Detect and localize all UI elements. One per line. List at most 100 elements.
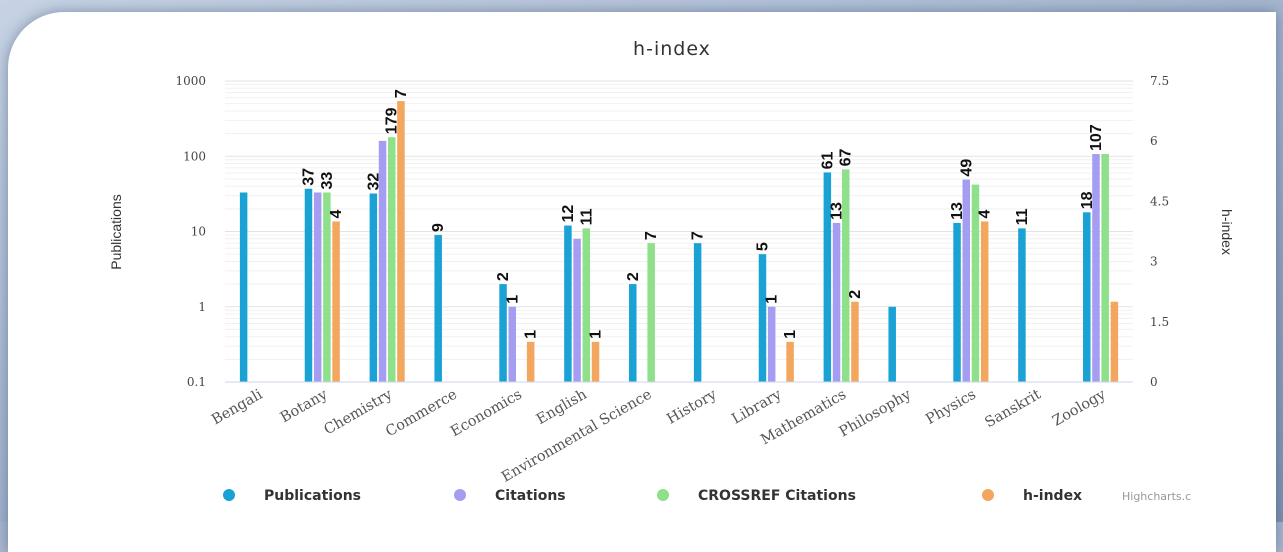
right-axis-title: h-index <box>1219 209 1235 255</box>
legend: Publications Citations CROSSREF Citations h… <box>223 488 1082 504</box>
data-label: 67 <box>838 148 855 166</box>
bar-publications <box>1083 212 1091 382</box>
left-tick-label: 1000 <box>175 74 206 88</box>
data-label: 1 <box>782 330 799 339</box>
category-label: Economics <box>448 387 525 441</box>
data-label: 107 <box>1088 124 1105 151</box>
bar-citations <box>573 238 581 382</box>
right-tick-label: 4.5 <box>1150 194 1169 208</box>
category-label: History <box>664 386 720 427</box>
bar-publications <box>564 225 572 382</box>
right-tick-label: 1.5 <box>1150 315 1169 329</box>
data-label: 7 <box>393 89 410 98</box>
chart-title: h-index <box>633 38 711 60</box>
legend-marker <box>982 489 994 501</box>
data-label: 9 <box>430 223 447 232</box>
grid-lines <box>225 80 1133 383</box>
bar-publications <box>693 243 702 382</box>
data-label: 2 <box>495 272 512 281</box>
bar-publications <box>499 284 507 382</box>
data-label: 11 <box>578 208 595 225</box>
bar-publications <box>953 222 961 382</box>
bar-publications <box>823 172 832 382</box>
category-label: Sanskrit <box>982 387 1043 432</box>
bar-h-index <box>591 341 600 382</box>
right-tick-label: 6 <box>1150 134 1158 148</box>
bar-crossref-citations <box>323 192 331 382</box>
data-label: 7 <box>690 231 707 240</box>
category-label: Botany <box>278 386 331 426</box>
data-label: 33 <box>319 172 336 190</box>
legend-item[interactable]: CROSSREF Citations <box>698 488 856 504</box>
right-axis-ticks: 0 1.5 3 4.5 6 7.5 <box>1150 74 1169 389</box>
data-label: 1 <box>523 330 540 339</box>
bar-h-index <box>851 301 859 382</box>
category-label: Bengali <box>209 386 266 428</box>
left-tick-label: 10 <box>191 225 206 239</box>
data-label: 7 <box>643 231 660 240</box>
category-label: Library <box>729 386 785 427</box>
left-tick-label: 1 <box>198 300 206 314</box>
legend-marker <box>657 489 669 501</box>
legend-marker <box>223 489 235 501</box>
bar-crossref-citations <box>582 228 591 382</box>
bar-publications <box>758 254 767 382</box>
bar-h-index <box>332 221 340 382</box>
category-label: English <box>534 387 590 428</box>
bar-publications <box>629 284 637 382</box>
left-axis-ticks: 0.1 1 10 100 1000 <box>175 74 206 389</box>
bar-citations <box>313 192 322 382</box>
left-tick-label: 0.1 <box>187 375 206 389</box>
category-label: Philosophy <box>837 386 915 440</box>
chart-card <box>8 12 1276 552</box>
data-label: 61 <box>819 152 836 170</box>
bar-h-index <box>397 101 405 383</box>
category-label: Physics <box>923 387 979 428</box>
data-label: 2 <box>847 290 864 299</box>
credits-text: Highcharts.c <box>1122 490 1191 503</box>
left-tick-label: 100 <box>183 149 206 163</box>
bar-publications <box>1018 228 1026 382</box>
legend-item[interactable]: Citations <box>495 488 566 504</box>
bar-h-index <box>526 341 535 382</box>
legend-item[interactable]: Publications <box>264 488 361 504</box>
bar-h-index <box>786 341 794 382</box>
bar-crossref-citations <box>971 184 980 382</box>
left-axis-title: Publications <box>108 194 124 270</box>
category-label: Zoology <box>1050 386 1109 429</box>
legend-marker <box>454 489 466 501</box>
data-label: 11 <box>1014 208 1031 225</box>
bar-crossref-citations <box>1101 154 1109 382</box>
data-label: 2 <box>625 272 642 281</box>
bar-publications <box>304 188 313 382</box>
data-label: 37 <box>300 168 317 186</box>
right-tick-label: 0 <box>1150 375 1158 389</box>
bar-publications <box>888 306 896 382</box>
bar-publications <box>369 193 378 382</box>
data-label: 13 <box>949 202 966 220</box>
data-label: 5 <box>754 242 771 251</box>
bar-crossref-citations <box>841 169 850 382</box>
bar-h-index <box>980 221 989 382</box>
bar-citations <box>378 140 387 382</box>
category-label: Commerce <box>383 387 460 441</box>
legend-item[interactable]: h-index <box>1023 488 1082 504</box>
right-tick-label: 7.5 <box>1150 74 1169 88</box>
data-label: 13 <box>829 202 846 220</box>
right-tick-label: 3 <box>1150 255 1158 269</box>
bar-citations <box>1092 154 1100 382</box>
bar-crossref-citations <box>387 137 396 382</box>
bar-citations <box>508 306 517 382</box>
data-label: 179 <box>384 107 401 134</box>
bar-publications <box>239 192 248 382</box>
bar-citations <box>832 222 841 382</box>
bar-citations <box>767 306 776 382</box>
data-label: 1 <box>504 295 521 304</box>
bars <box>239 101 1119 383</box>
data-label: 1 <box>764 295 781 304</box>
data-label: 32 <box>365 173 382 191</box>
data-label: 1 <box>588 330 605 339</box>
